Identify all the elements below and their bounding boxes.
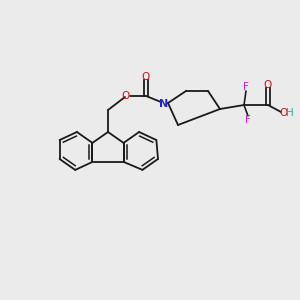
Text: N: N <box>159 99 169 109</box>
Text: H: H <box>286 108 294 118</box>
Text: F: F <box>245 115 251 125</box>
Text: O: O <box>122 91 130 101</box>
Text: O: O <box>263 80 271 90</box>
Text: F: F <box>243 82 249 92</box>
Text: O: O <box>141 72 149 82</box>
Text: O: O <box>279 108 287 118</box>
